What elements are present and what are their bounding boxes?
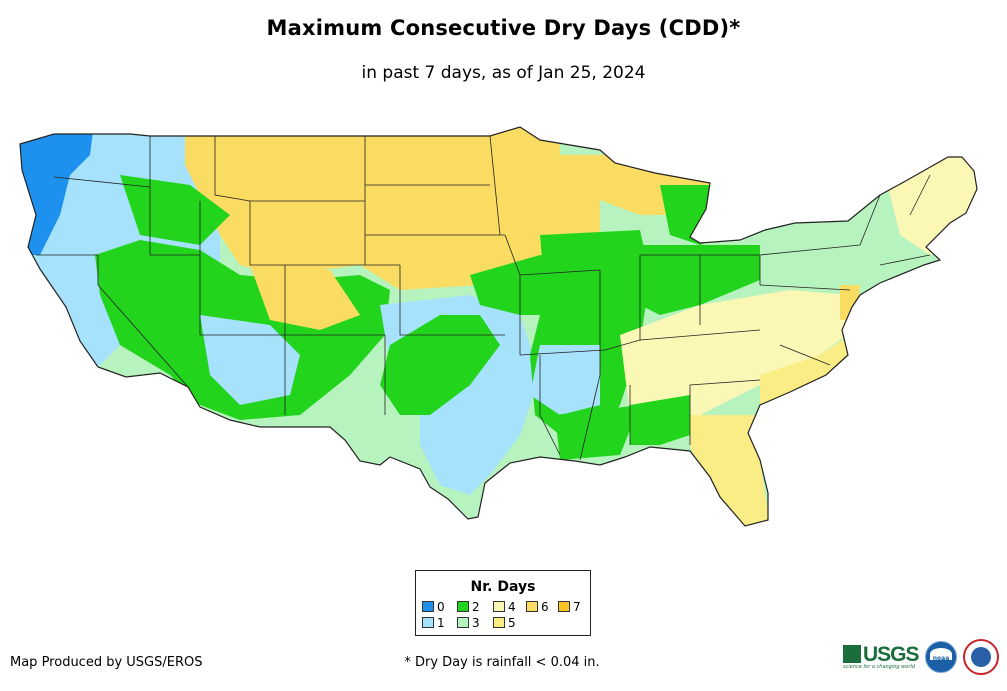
legend-swatch-4: [493, 601, 505, 612]
legend-label-6: 6: [541, 600, 549, 614]
nws-emblem-icon: [971, 647, 991, 667]
legend-label-5: 5: [508, 616, 516, 630]
map-legend: Nr. Days 0 1 2 3 4 5 6 7: [415, 570, 591, 636]
usgs-logo: USGS science for a changing world: [843, 643, 920, 670]
usgs-logo-text: USGS: [863, 643, 920, 666]
legend-label-0: 0: [437, 600, 445, 614]
us-cdd-map: [19, 126, 978, 527]
dry-day-footnote: * Dry Day is rainfall < 0.04 in.: [404, 655, 600, 670]
usgs-wave-icon: [843, 645, 861, 663]
legend-title: Nr. Days: [470, 579, 536, 595]
page-title: Maximum Consecutive Dry Days (CDD)*: [266, 16, 741, 40]
noaa-logo-text: noaa: [932, 655, 950, 662]
legend-label-1: 1: [437, 616, 445, 630]
legend-swatch-7: [558, 601, 570, 612]
legend-swatch-3: [457, 617, 469, 628]
usgs-tagline: science for a changing world: [843, 664, 915, 670]
legend-swatch-0: [422, 601, 434, 612]
noaa-logo: noaa: [925, 641, 957, 673]
noaa-bird-icon: [930, 648, 952, 660]
legend-swatch-5: [493, 617, 505, 628]
legend-label-7: 7: [573, 600, 581, 614]
page-subtitle: in past 7 days, as of Jan 25, 2024: [361, 63, 646, 83]
nws-logo: [963, 639, 999, 675]
map-credit: Map Produced by USGS/EROS: [10, 655, 203, 670]
legend-label-4: 4: [508, 600, 516, 614]
legend-label-3: 3: [472, 616, 480, 630]
legend-swatch-1: [422, 617, 434, 628]
legend-label-2: 2: [472, 600, 480, 614]
legend-swatch-2: [457, 601, 469, 612]
legend-swatch-6: [526, 601, 538, 612]
